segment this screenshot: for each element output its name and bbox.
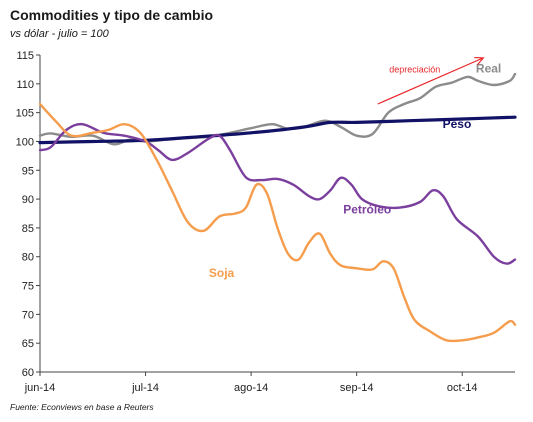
y-tick-label: 105 [16,108,34,120]
y-tick-label: 80 [22,252,34,264]
series-label-peso: Peso [443,117,472,131]
chart-series: Real Peso Petróleo Soja [38,61,517,343]
chart-axes: 60 65 70 75 80 85 90 95 100 105 110 115 jun-14 jul-14… [16,50,515,394]
chart-subtitle: vs dólar - julio = 100 [10,28,109,40]
x-tick-label: sep-14 [340,382,374,394]
y-tick-label: 75 [22,281,34,293]
y-tick-label: 115 [16,50,34,62]
y-tick-label: 100 [16,136,34,148]
y-tick-label: 65 [22,338,34,350]
y-tick-label: 90 [22,194,34,206]
chart-annotation: depreciación [377,56,485,105]
x-tick-label: jul-14 [131,382,159,394]
y-tick-label: 85 [22,223,34,235]
series-label-real: Real [476,61,501,75]
series-line-peso [38,115,517,145]
chart-title: Commodities y tipo de cambio [10,7,214,23]
series-label-soja: Soja [209,266,235,280]
y-tick-label: 95 [22,165,34,177]
x-tick-label: jun-14 [24,382,56,394]
y-tick-label: 60 [22,367,34,379]
x-tick-label: ago-14 [234,382,268,394]
x-tick-label: oct-14 [447,382,478,394]
source-note: Fuente: Econviews en base a Reuters [10,402,154,412]
annotation-arrow-line [377,57,484,105]
y-tick-label: 110 [16,79,34,91]
y-tick-label: 70 [22,309,34,321]
annotation-arrow-head [474,56,485,66]
series-label-petroleo: Petróleo [343,203,391,217]
annotation-text: depreciación [389,64,440,74]
series-line-petroleo [38,122,517,265]
series-line-soja [38,102,517,343]
